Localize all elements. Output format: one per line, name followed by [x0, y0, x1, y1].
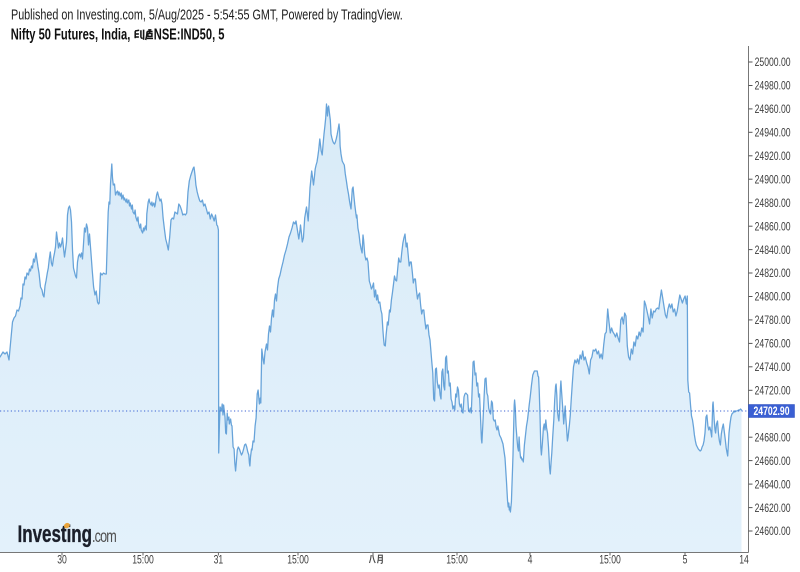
- svg-text:24860.00: 24860.00: [755, 221, 791, 234]
- svg-text:Investing: Investing: [18, 521, 93, 547]
- svg-text:24800.00: 24800.00: [755, 292, 791, 305]
- svg-text:24880.00: 24880.00: [755, 198, 791, 211]
- svg-text:15:00: 15:00: [599, 554, 621, 567]
- svg-text:31: 31: [214, 554, 224, 567]
- svg-text:24820.00: 24820.00: [755, 268, 791, 281]
- svg-text:24940.00: 24940.00: [755, 127, 791, 140]
- svg-text:24740.00: 24740.00: [755, 362, 791, 375]
- svg-text:24680.00: 24680.00: [755, 432, 791, 445]
- svg-text:24900.00: 24900.00: [755, 174, 791, 187]
- svg-text:25000.00: 25000.00: [755, 57, 791, 70]
- svg-text:24780.00: 24780.00: [755, 315, 791, 328]
- svg-text:Published on Investing.com, 5/: Published on Investing.com, 5/Aug/2025 -…: [11, 6, 403, 23]
- svg-text:15:00: 15:00: [132, 554, 154, 567]
- svg-text:24760.00: 24760.00: [755, 338, 791, 351]
- svg-text:15:00: 15:00: [287, 554, 309, 567]
- svg-text:NSE:IND50, 5: NSE:IND50, 5: [154, 26, 225, 43]
- svg-text:24660.00: 24660.00: [755, 456, 791, 469]
- svg-text:24980.00: 24980.00: [755, 81, 791, 94]
- svg-text:5: 5: [683, 554, 688, 567]
- svg-text:24600.00: 24600.00: [755, 526, 791, 539]
- svg-text:24720.00: 24720.00: [755, 385, 791, 398]
- svg-text:24620.00: 24620.00: [755, 503, 791, 516]
- svg-text:24640.00: 24640.00: [755, 479, 791, 492]
- svg-text:4: 4: [528, 554, 533, 567]
- svg-text:.com: .com: [92, 527, 116, 547]
- svg-text:24920.00: 24920.00: [755, 151, 791, 164]
- svg-text:15:00: 15:00: [446, 554, 468, 567]
- svg-text:24840.00: 24840.00: [755, 245, 791, 258]
- svg-text:14: 14: [739, 554, 749, 567]
- svg-text:24702.90: 24702.90: [754, 406, 790, 419]
- svg-text:24960.00: 24960.00: [755, 104, 791, 117]
- svg-text:Nifty 50 Futures, India,: Nifty 50 Futures, India,: [11, 26, 131, 43]
- svg-text:30: 30: [57, 554, 67, 567]
